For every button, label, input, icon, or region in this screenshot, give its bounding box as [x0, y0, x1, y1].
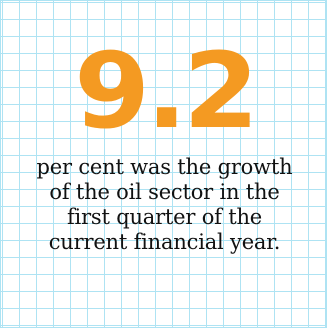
stat-description: per cent was the growth of the oil secto…	[1, 155, 326, 255]
description-line-1: per cent was the growth	[36, 155, 293, 179]
description-line-2: of the oil sector in the	[49, 180, 280, 204]
description-line-3: first quarter of the	[66, 205, 262, 229]
description-line-4: current financial year.	[48, 230, 281, 254]
stat-value: 9.2	[74, 30, 259, 152]
